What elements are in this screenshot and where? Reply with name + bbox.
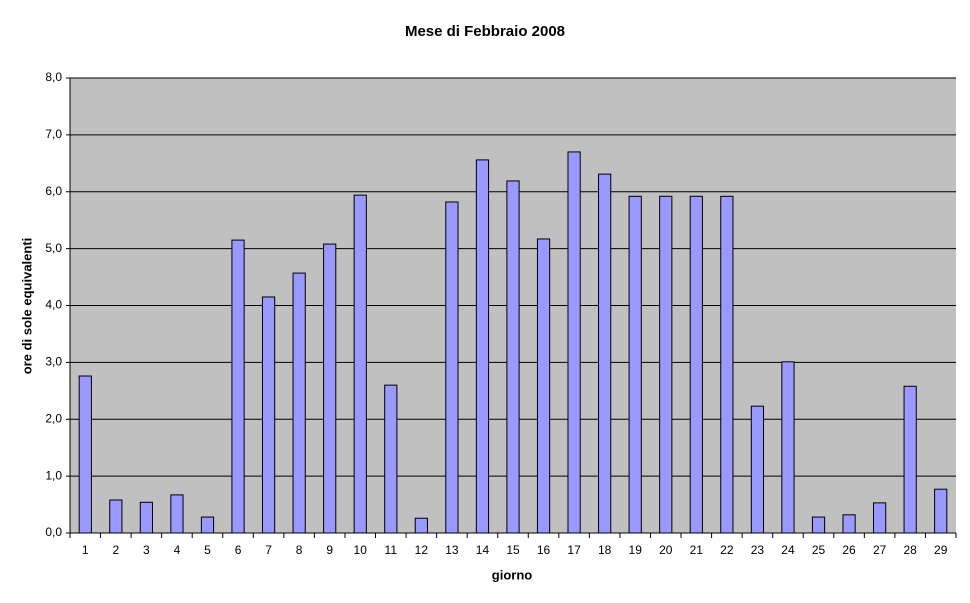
- x-tick-label: 29: [934, 543, 948, 557]
- bar: [934, 488, 948, 534]
- y-tick-label: 0,0: [45, 525, 62, 539]
- y-tick-label: 6,0: [45, 184, 62, 198]
- x-tick-label: 2: [112, 543, 119, 557]
- y-tick-label: 4,0: [45, 298, 62, 312]
- bar: [750, 405, 765, 534]
- bar: [475, 159, 490, 534]
- bar: [720, 195, 734, 534]
- x-tick-label: 14: [476, 543, 490, 557]
- bar: [536, 238, 551, 534]
- x-tick-label: 3: [143, 543, 150, 557]
- x-tick-label: 21: [690, 543, 704, 557]
- y-tick-label: 5,0: [45, 241, 62, 255]
- y-tick-label: 7,0: [45, 127, 62, 141]
- x-tick-label: 16: [537, 543, 551, 557]
- x-tick-label: 12: [415, 543, 429, 557]
- bar: [598, 173, 612, 534]
- bar: [842, 514, 856, 534]
- y-axis-title: ore di sole equivalenti: [19, 238, 34, 375]
- x-tick-label: 20: [659, 543, 673, 557]
- bar: [567, 151, 581, 534]
- bar: [781, 361, 795, 534]
- bar: [873, 502, 887, 534]
- x-tick-label: 4: [174, 543, 181, 557]
- x-tick-label: 28: [903, 543, 917, 557]
- x-axis-title: giorno: [492, 567, 532, 582]
- y-tick-label: 2,0: [45, 411, 62, 425]
- x-tick-label: 27: [873, 543, 887, 557]
- x-tick-label: 23: [751, 543, 765, 557]
- x-tick-label: 17: [567, 543, 581, 557]
- x-tick-label: 7: [265, 543, 272, 557]
- y-tick-label: 1,0: [45, 468, 62, 482]
- bar: [139, 501, 153, 534]
- bar: [292, 272, 306, 534]
- bar: [689, 195, 703, 534]
- x-tick-label: 22: [720, 543, 734, 557]
- bar: [109, 499, 123, 534]
- x-tick-label: 8: [296, 543, 303, 557]
- x-tick-label: 1: [82, 543, 89, 557]
- x-tick-label: 19: [629, 543, 643, 557]
- bar: [659, 195, 673, 534]
- x-tick-label: 26: [842, 543, 856, 557]
- y-tick-label: 8,0: [45, 70, 62, 84]
- x-tick-label: 13: [445, 543, 459, 557]
- x-tick-label: 5: [204, 543, 211, 557]
- x-tick-label: 15: [506, 543, 520, 557]
- bar: [628, 195, 642, 534]
- x-tick-label: 24: [781, 543, 795, 557]
- bar: [78, 375, 92, 534]
- bar: [231, 239, 245, 534]
- chart-title: Mese di Febbraio 2008: [405, 23, 565, 40]
- bar: [384, 384, 398, 534]
- x-tick-label: 18: [598, 543, 612, 557]
- x-tick-label: 9: [326, 543, 333, 557]
- bar: [170, 494, 184, 534]
- x-tick-label: 10: [354, 543, 368, 557]
- x-tick-label: 25: [812, 543, 826, 557]
- bar: [903, 385, 917, 534]
- bar: [445, 201, 459, 534]
- bar: [353, 194, 367, 534]
- bar: [200, 516, 215, 534]
- bar: [506, 180, 520, 534]
- y-tick-label: 3,0: [45, 355, 62, 369]
- x-tick-label: 6: [235, 543, 242, 557]
- bar: [261, 296, 276, 534]
- bar: [811, 516, 826, 534]
- x-tick-label: 11: [385, 543, 398, 557]
- bar: [414, 517, 428, 534]
- bar: [323, 243, 337, 534]
